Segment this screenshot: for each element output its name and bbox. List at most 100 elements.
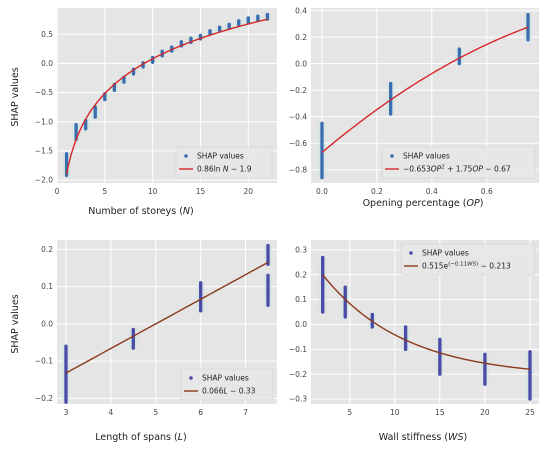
data-point [321,310,325,314]
x-tick-label: 20 [480,408,490,417]
y-tick-label: −0.3 [289,395,307,404]
x-axis-label: Number of storeys (N) [88,206,194,217]
subplot-2: 0.0 0.2 0.4 0.6 −0.8 −0.6 −0.4 −0.2 0.0 0.2 0.4 Ope… [289,6,539,209]
x-tick-label: 7 [243,408,248,417]
y-tick-label: −2.0 [35,176,53,185]
y-tick-label: −0.2 [289,86,307,95]
legend-marker-points [189,376,193,380]
y-tick-label: −0.6 [289,139,307,148]
fit-line [65,261,269,374]
data-point [112,88,117,92]
data-point [266,303,270,307]
legend-marker-points [409,251,413,255]
data-point [526,38,530,42]
data-point [370,325,374,329]
legend-label-fit: 0.86ln N − 1.9 [197,165,252,174]
x-axis-label: Length of spans (L) [95,432,186,443]
data-point [64,173,69,178]
x-tick-label: 0.6 [481,187,493,196]
y-axis-label: SHAP values [10,67,21,126]
y-tick-label: 0.2 [295,33,307,42]
legend-label-points: SHAP values [202,374,249,383]
legend-marker-points [390,154,394,158]
x-tick-label: 15 [196,187,206,196]
x-tick-label: 0.0 [316,187,328,196]
y-tick-label: 0.1 [41,282,53,291]
legend: SHAP values 0.066L − 0.33 [180,368,274,401]
y-tick-label: −0.5 [35,88,53,97]
x-tick-label: 6 [198,408,203,417]
x-axis-label: Wall stiffness (WS) [379,432,467,443]
x-axis-label: Opening percentage (OP) [363,198,484,209]
y-tick-label: 0.2 [295,270,307,279]
subplot-4: 5 10 15 20 25 −0.3 −0.2 −0.1 0.0 0.1 0.2 0.3 Wall st… [289,240,539,443]
data-point [343,315,347,319]
legend-label-points: SHAP values [197,152,244,161]
x-tick-label: 5 [153,408,158,417]
y-tick-label: 0.1 [295,295,307,304]
x-tick-label: 5 [102,187,107,196]
fit-line [322,274,531,370]
legend-label-fit: 0.066L − 0.33 [202,387,256,396]
legend: SHAP values −0.653OP2 + 1.75OP − 0.67 [381,146,536,179]
data-point [150,60,155,64]
data-point [141,65,145,69]
legend-box [381,146,536,179]
x-tick-label: 15 [435,408,445,417]
fit-line [65,18,268,175]
data-point [320,175,324,180]
data-point [131,346,136,350]
y-tick-label: 0.4 [295,6,307,15]
data-point [403,347,408,352]
data-point [457,61,462,66]
y-tick-label: 0.0 [295,320,307,329]
x-tick-label: 20 [244,187,254,196]
y-tick-label: −0.1 [289,345,307,354]
legend: SHAP values 0.515e(−0.11WS) − 0.213 [400,243,536,276]
data-point [103,97,107,102]
y-tick-label: −1.5 [35,147,53,156]
y-tick-label: −0.4 [289,112,307,121]
legend-box [175,146,273,179]
subplot-3: 3 4 5 6 7 −0.2 −0.1 0.0 0.1 0.2 Length of spans (L… [10,240,277,443]
y-tick-label: −0.1 [35,357,53,366]
x-tick-label: 10 [148,187,158,196]
data-point [528,397,532,401]
x-tick-label: 4 [108,408,113,417]
data-point [438,372,442,376]
data-point [131,72,136,76]
x-tick-label: 5 [347,408,352,417]
legend: SHAP values 0.86ln N − 1.9 [175,146,273,179]
y-tick-label: 0.3 [295,246,307,255]
data-point [388,112,393,116]
data-point [198,309,203,313]
data-point [93,115,97,119]
legend-label-points: SHAP values [422,249,469,258]
data-point [83,127,88,131]
y-tick-label: 0.2 [41,245,53,254]
legend-label-fit: −0.653OP2 + 1.75OP − 0.67 [403,165,511,174]
y-tick-label: 0.5 [41,30,53,39]
subplot-1: 0 5 10 15 20 −2.0 −1.5 −1.0 −0.5 0.0 0.5 Number of … [10,8,277,217]
data-point [64,400,68,404]
x-tick-label: 10 [390,408,400,417]
legend-box [180,368,274,401]
x-tick-label: 0.2 [371,187,383,196]
y-tick-label: 0.0 [41,59,53,68]
x-tick-label: 0 [55,187,60,196]
legend-marker-points [184,154,188,158]
y-tick-label: 0.0 [41,319,53,328]
y-tick-label: 0.0 [295,59,307,68]
y-axis-label: SHAP values [10,294,21,353]
y-tick-label: −0.2 [289,370,307,379]
data-point [122,80,126,84]
legend-label-points: SHAP values [403,152,450,161]
x-tick-label: 0.4 [426,187,438,196]
y-tick-label: −0.2 [35,394,53,403]
x-tick-label: 25 [525,408,535,417]
fit-line [321,26,529,154]
y-tick-label: −1.0 [35,117,53,126]
y-tick-label: −0.8 [289,165,307,174]
data-point [483,382,487,386]
